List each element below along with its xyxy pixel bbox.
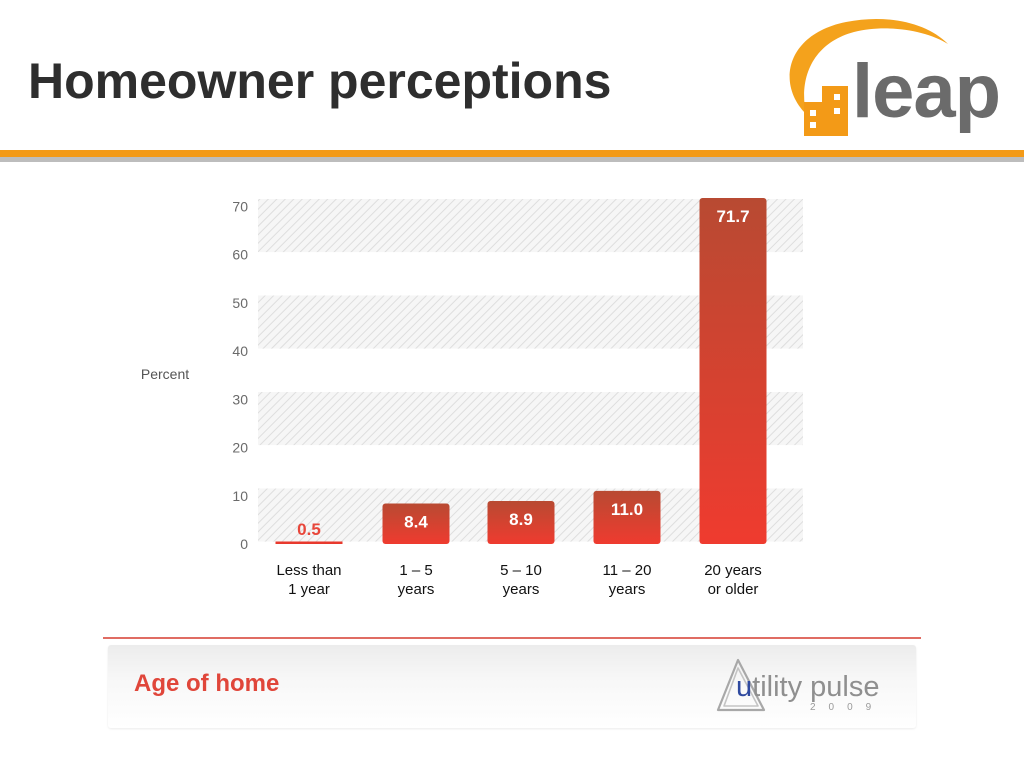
grid-band-top <box>258 202 803 217</box>
y-tick-label: 10 <box>232 488 248 504</box>
header-rule-grey <box>0 157 1024 162</box>
footer-band <box>108 645 916 728</box>
y-tick-label: 0 <box>240 536 248 552</box>
utility-pulse-logo-icon <box>716 658 766 712</box>
bar-value-label: 0.5 <box>297 520 321 539</box>
section-label: Age of home <box>134 670 280 697</box>
x-tick-label: 20 years or older <box>704 562 762 598</box>
bar-value-label: 11.0 <box>611 500 643 519</box>
bar-value-label: 71.7 <box>716 207 749 226</box>
utility-pulse-wordmark: utility pulse <box>736 671 880 703</box>
age-of-home-chart: 0 10 20 30 40 50 60 70 Percent 0.5 8.4 8.9 11.0 71.… <box>141 198 803 552</box>
y-tick-label: 70 <box>232 198 248 214</box>
bar-value-label: 8.9 <box>509 510 533 529</box>
page-title: Homeowner perceptions <box>28 53 612 109</box>
y-tick-label: 20 <box>232 440 248 456</box>
y-tick-label: 40 <box>232 343 248 359</box>
x-tick-label: Less than 1 year <box>276 562 342 598</box>
x-tick-label: 5 – 10 years <box>500 562 542 598</box>
y-axis-label: Percent <box>141 366 189 382</box>
bar-4 <box>699 198 767 545</box>
x-tick-label: 11 – 20 years <box>602 562 652 598</box>
bar-2 <box>487 501 555 544</box>
y-tick-label: 60 <box>232 247 248 263</box>
logo-swoosh <box>789 18 948 114</box>
bar-3 <box>593 490 661 544</box>
y-tick-label: 30 <box>232 391 248 407</box>
header-rule-orange <box>0 150 1024 157</box>
logo-wordmark: leap <box>852 49 1001 134</box>
bar-0 <box>275 541 343 544</box>
x-tick-label: 1 – 5 years <box>397 562 435 598</box>
utility-pulse-year: 2009 <box>810 702 885 713</box>
bar-1 <box>382 503 450 544</box>
bar-value-label: 8.4 <box>404 512 428 531</box>
footer-rule <box>103 637 921 639</box>
y-tick-label: 50 <box>232 295 248 311</box>
leap-logo <box>789 18 948 136</box>
